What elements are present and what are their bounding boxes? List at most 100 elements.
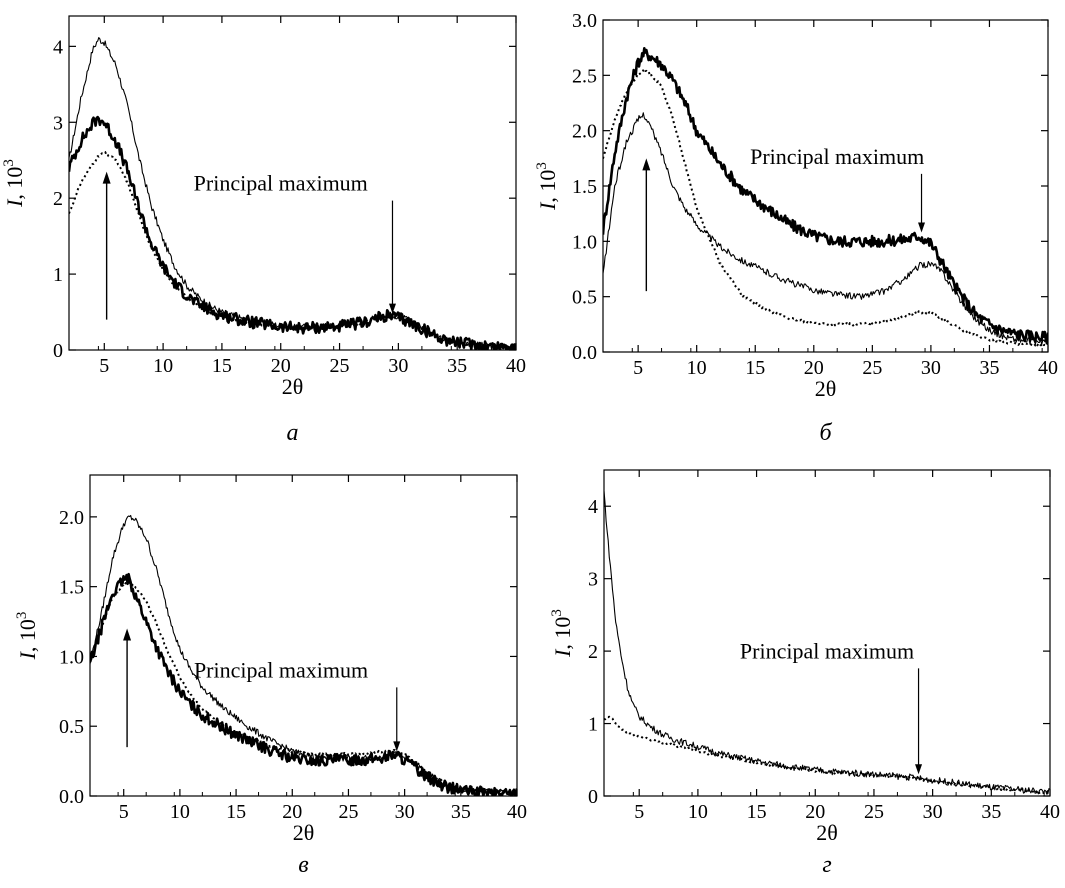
annotation-arrow-head bbox=[915, 764, 923, 775]
x-tick-label: 15 bbox=[226, 801, 246, 823]
x-tick-label: 30 bbox=[923, 801, 943, 823]
x-axis-label: 2θ bbox=[815, 376, 837, 401]
x-axis-label: 2θ bbox=[282, 374, 304, 399]
y-axis-label: I, 103 bbox=[534, 162, 560, 211]
peak-arrow-head bbox=[123, 628, 132, 641]
x-tick-label: 30 bbox=[388, 355, 408, 377]
y-tick-label: 4 bbox=[53, 36, 63, 58]
x-tick-label: 10 bbox=[688, 801, 708, 823]
series-group bbox=[90, 514, 517, 796]
x-tick-label: 40 bbox=[506, 355, 526, 377]
y-tick-label: 2.0 bbox=[572, 121, 597, 143]
series-line-dotted bbox=[90, 581, 517, 794]
x-tick-label: 5 bbox=[633, 357, 643, 379]
x-tick-label: 25 bbox=[864, 801, 884, 823]
x-tick-label: 30 bbox=[395, 801, 415, 823]
annotation-principal-maximum: Principal maximum bbox=[740, 638, 914, 663]
y-tick-label: 1.5 bbox=[59, 577, 84, 599]
y-axis-label-exponent: 3 bbox=[549, 609, 565, 617]
peak-arrow-head bbox=[642, 158, 651, 171]
annotation-arrow-head bbox=[918, 222, 926, 233]
y-axis-label-unit: , 10 bbox=[2, 167, 27, 200]
series-line-thin bbox=[90, 514, 517, 796]
panel-letter: a bbox=[287, 420, 299, 446]
series-group bbox=[603, 47, 1048, 347]
y-axis-label: I, 103 bbox=[549, 609, 575, 658]
y-tick-label: 2.5 bbox=[572, 65, 597, 87]
y-axis-label-symbol: I bbox=[535, 201, 560, 211]
y-axis-label: I, 103 bbox=[1, 159, 27, 208]
x-tick-label: 35 bbox=[981, 801, 1001, 823]
series-line-thick bbox=[90, 572, 517, 796]
y-tick-label: 1.0 bbox=[59, 646, 84, 668]
panel-b: 5 10 15 20 25 30 35 40 0.0 0.5 1.0 1.5 2.0 2.5 3.0 2θ I,… bbox=[534, 10, 1058, 446]
y-tick-label: 1 bbox=[53, 264, 63, 286]
y-axis-label-symbol: I bbox=[550, 648, 575, 658]
annotation-arrow-head bbox=[393, 741, 401, 752]
y-axis-label-unit: , 10 bbox=[550, 617, 575, 650]
y-axis-label-exponent: 3 bbox=[14, 612, 30, 620]
x-tick-label: 40 bbox=[1040, 801, 1060, 823]
series-group bbox=[69, 37, 516, 350]
x-tick-label: 5 bbox=[634, 801, 644, 823]
x-tick-label: 15 bbox=[212, 355, 232, 377]
x-tick-label: 35 bbox=[447, 355, 467, 377]
panel-c: 5 10 15 20 25 30 35 40 0.0 0.5 1.0 1.5 2.0 2θ I, 103 Pr… bbox=[14, 474, 527, 878]
y-axis-label-unit: , 10 bbox=[535, 170, 560, 203]
y-tick-label: 4 bbox=[588, 496, 598, 518]
x-tick-label: 10 bbox=[170, 801, 190, 823]
series-line-thin bbox=[603, 112, 1048, 346]
y-axis-label-exponent: 3 bbox=[1, 159, 17, 167]
x-tick-label: 5 bbox=[119, 801, 129, 823]
x-tick-label: 40 bbox=[1038, 357, 1058, 379]
x-axis-label: 2θ bbox=[816, 820, 838, 845]
x-tick-label: 20 bbox=[282, 801, 302, 823]
series-line-dotted bbox=[603, 67, 1048, 347]
annotation-principal-maximum: Principal maximum bbox=[750, 144, 924, 169]
x-tick-label: 25 bbox=[330, 355, 350, 377]
y-tick-label: 2 bbox=[588, 641, 598, 663]
panel-letter: б bbox=[819, 420, 832, 446]
x-tick-label: 20 bbox=[805, 801, 825, 823]
y-tick-label: 0 bbox=[53, 340, 63, 362]
plot-frame bbox=[89, 474, 518, 797]
series-line-dotted bbox=[604, 715, 1050, 794]
series-line-thick bbox=[603, 47, 1048, 345]
y-tick-label: 0.5 bbox=[59, 716, 84, 738]
y-axis-label: I, 103 bbox=[14, 612, 40, 661]
x-tick-label: 35 bbox=[979, 357, 999, 379]
plot-frame bbox=[602, 19, 1049, 353]
x-tick-label: 10 bbox=[687, 357, 707, 379]
y-axis-label-symbol: I bbox=[15, 650, 40, 660]
annotation-principal-maximum: Principal maximum bbox=[194, 171, 368, 196]
x-axis-label: 2θ bbox=[293, 820, 315, 845]
x-tick-label: 25 bbox=[862, 357, 882, 379]
x-tick-label: 15 bbox=[745, 357, 765, 379]
y-tick-label: 3.0 bbox=[572, 10, 597, 32]
x-tick-label: 15 bbox=[747, 801, 767, 823]
y-tick-label: 0.0 bbox=[59, 786, 84, 808]
series-line-dotted bbox=[69, 151, 516, 349]
y-tick-label: 2.0 bbox=[59, 507, 84, 529]
y-axis-label-symbol: I bbox=[2, 198, 27, 208]
y-axis-label-exponent: 3 bbox=[534, 162, 550, 170]
y-tick-label: 1 bbox=[588, 714, 598, 736]
peak-arrow-head bbox=[102, 171, 111, 184]
series-line-thick bbox=[69, 115, 516, 350]
x-tick-label: 40 bbox=[507, 801, 527, 823]
panel-letter: в bbox=[298, 852, 308, 878]
x-tick-label: 30 bbox=[921, 357, 941, 379]
x-tick-label: 25 bbox=[338, 801, 358, 823]
annotation-arrow-head bbox=[388, 303, 396, 314]
y-tick-label: 2 bbox=[53, 188, 63, 210]
y-tick-label: 0 bbox=[588, 786, 598, 808]
x-tick-label: 20 bbox=[804, 357, 824, 379]
y-tick-label: 0.0 bbox=[572, 342, 597, 364]
plot-frame bbox=[68, 15, 517, 351]
y-tick-label: 1.0 bbox=[572, 231, 597, 253]
series-group bbox=[604, 491, 1050, 795]
x-tick-label: 35 bbox=[451, 801, 471, 823]
panel-d: 5 10 15 20 25 30 35 40 0 1 2 3 4 2θ I, 103 Principal ma… bbox=[549, 469, 1060, 878]
